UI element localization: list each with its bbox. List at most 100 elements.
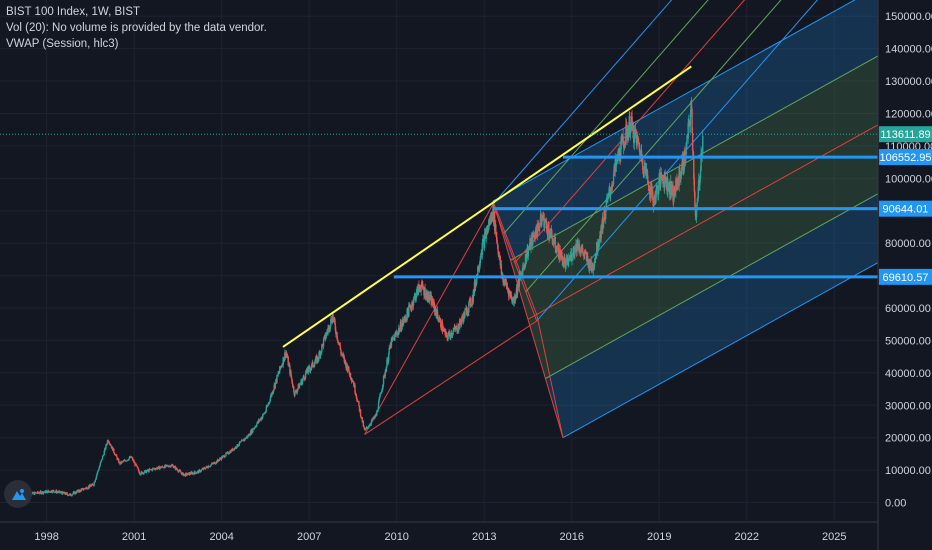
candle-body [600, 224, 602, 239]
candle-body [316, 356, 319, 363]
candle-body [97, 470, 99, 472]
candle-body [137, 467, 139, 469]
candle-body [179, 469, 181, 471]
candle-body [249, 434, 251, 436]
candle-body [203, 467, 206, 469]
candle-body [108, 441, 110, 443]
candle-body [400, 322, 402, 331]
candle-body [557, 244, 560, 259]
candle-body [92, 484, 94, 486]
candle-body [329, 326, 331, 329]
candle-body [479, 260, 481, 267]
candle-body [193, 471, 196, 475]
candle-body [291, 379, 293, 384]
candle-body [594, 258, 596, 262]
candle-body [191, 472, 193, 473]
candle-body [681, 162, 683, 172]
candle-body [238, 444, 240, 446]
candle-body [59, 492, 62, 494]
price-tick-label: 60000.00 [885, 303, 931, 315]
candle-body [49, 491, 51, 493]
candle-body [336, 332, 338, 339]
candle-body [658, 178, 660, 189]
price-tick-label: 150000.00 [885, 11, 932, 23]
candle-body [612, 184, 614, 186]
candle-body [580, 249, 582, 253]
candle-body [653, 200, 655, 207]
candle-body [675, 179, 677, 193]
volume-indicator-label[interactable]: Vol (20): No volume is provided by the d… [6, 22, 267, 34]
candle-body [105, 444, 108, 446]
candle-body [101, 459, 103, 461]
candle-body [325, 336, 327, 340]
candle-body [160, 467, 163, 469]
time-axis[interactable]: 1998 2001 2004 2007 2010 2013 2016 2019 2022 2025 [0, 521, 878, 543]
candle-body [283, 358, 285, 362]
time-tick-label: 2007 [297, 531, 321, 543]
candle-body [221, 456, 224, 459]
candle-body [482, 239, 484, 243]
pitchfork-1-upper-line [492, 0, 673, 205]
candle-body [363, 426, 365, 428]
candle-body [355, 394, 357, 396]
candle-body [451, 335, 453, 337]
candle-body [547, 225, 549, 235]
candle-body [543, 213, 545, 228]
candle-body [72, 492, 75, 494]
candle-body [167, 465, 169, 467]
candle-body [447, 331, 450, 336]
candle-body [446, 334, 448, 338]
candle-body [475, 274, 478, 284]
candle-body [625, 124, 627, 143]
candle-body [611, 184, 613, 191]
candle-body [271, 392, 273, 396]
candle-body [334, 323, 337, 331]
candle-body [137, 468, 140, 471]
tradingview-logo-icon[interactable] [4, 480, 32, 508]
candle-body [428, 291, 430, 301]
candle-body [69, 493, 72, 496]
candle-body [690, 100, 693, 110]
price-tick-label: 20000.00 [885, 433, 931, 445]
candle-body [86, 488, 89, 490]
candle-body [558, 257, 560, 259]
candle-body [470, 305, 472, 306]
price-axis[interactable]: 150000.00140000.00130000.00120000.001100… [877, 0, 932, 550]
candle-body [388, 348, 390, 354]
symbol-title[interactable]: BIST 100 Index, 1W, BIST [6, 6, 141, 18]
candle-body [418, 284, 420, 288]
candle-body [680, 174, 682, 179]
candle-body [464, 310, 466, 317]
vwap-indicator-label[interactable]: VWAP (Session, hlc3) [6, 38, 119, 50]
candle-body [508, 290, 510, 297]
candle-body [180, 472, 182, 474]
candle-body [205, 467, 207, 470]
candle-body [642, 157, 644, 171]
candle-body [382, 384, 384, 388]
candle-body [638, 143, 641, 151]
candle-body [651, 183, 653, 191]
candle-body [304, 378, 306, 380]
candle-body [702, 135, 704, 154]
candle-body [588, 259, 591, 271]
candle-body [45, 491, 48, 493]
candle-body [214, 462, 216, 464]
candle-body [419, 286, 421, 290]
candle-body [442, 328, 445, 332]
candle-body [331, 322, 333, 324]
candle-body [49, 492, 52, 493]
candle-body [113, 448, 115, 453]
candle-body [247, 435, 249, 438]
candle-body [68, 493, 71, 496]
candle-body [676, 179, 679, 189]
candle-body [82, 488, 84, 491]
candle-body [694, 191, 696, 207]
candle-body [86, 487, 88, 490]
candle-body [381, 389, 383, 393]
candle-body [576, 240, 579, 246]
candle-body [619, 147, 621, 159]
candle-body [403, 316, 406, 321]
candle-body [391, 338, 394, 340]
candle-body [128, 458, 130, 461]
